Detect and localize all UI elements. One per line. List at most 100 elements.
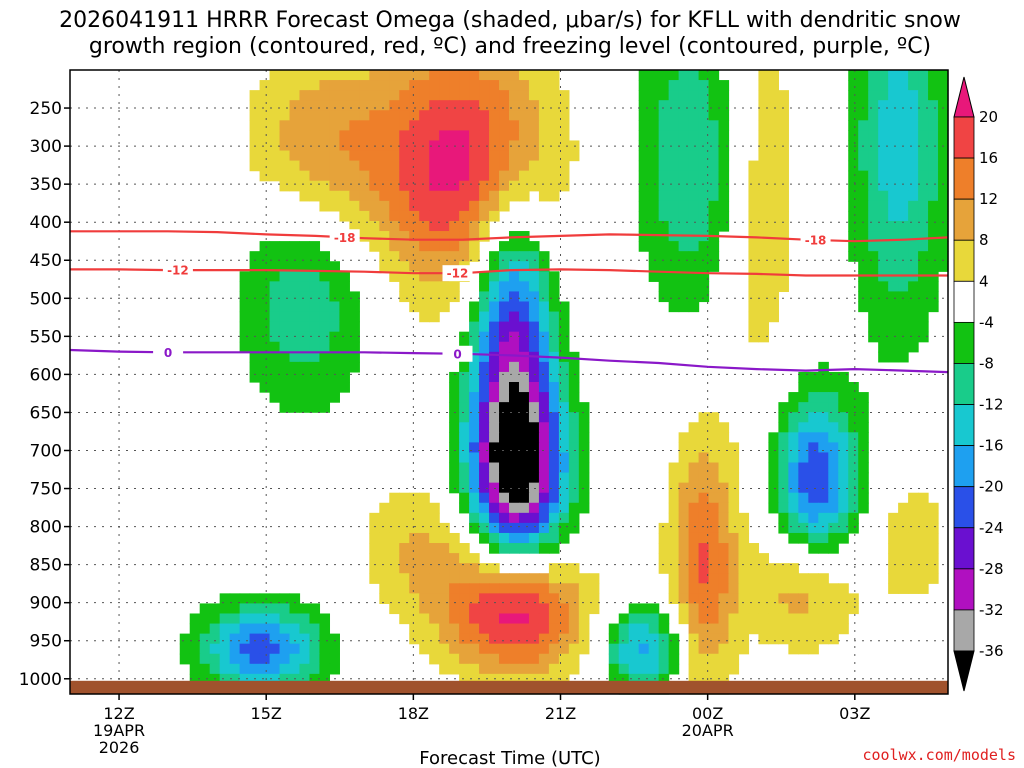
omega-cell (359, 130, 370, 142)
omega-cell (548, 673, 560, 685)
plot-area: -18 -18-12 -120 0 (69, 69, 949, 695)
omega-cell (788, 563, 799, 574)
omega-cell (688, 492, 700, 504)
omega-cell (758, 613, 770, 625)
omega-cell (319, 341, 331, 353)
colorbar-label: -20 (979, 478, 1004, 496)
omega-cell (918, 140, 929, 152)
x-tick-label: 15Z (251, 704, 282, 723)
omega-cell (738, 553, 750, 564)
omega-cell (279, 281, 291, 293)
omega-cell (429, 643, 440, 655)
omega-cell (259, 593, 271, 605)
omega-cell (528, 371, 540, 383)
omega-cell (708, 603, 720, 615)
omega-cell (409, 160, 420, 172)
omega-cell (548, 271, 560, 282)
omega-cell (299, 251, 311, 262)
omega-cell (908, 190, 919, 202)
omega-cell (838, 472, 849, 484)
omega-cell (369, 532, 380, 544)
omega-cell (668, 100, 680, 111)
omega-cell (499, 140, 510, 152)
omega-cell (858, 160, 869, 172)
omega-cell (479, 663, 490, 675)
omega-cell (698, 502, 710, 514)
omega-cell (289, 321, 301, 333)
omega-cell (419, 90, 430, 101)
omega-cell (558, 583, 570, 594)
omega-cell (888, 80, 899, 91)
omega-cell (908, 341, 919, 353)
omega-cell (718, 160, 730, 172)
omega-cell (469, 100, 480, 111)
omega-cell (489, 120, 500, 131)
omega-cell (628, 613, 640, 625)
omega-cell (558, 361, 570, 373)
omega-cell (658, 70, 670, 81)
omega-cell (199, 653, 211, 665)
omega-cell (758, 220, 770, 232)
omega-cell (788, 613, 799, 625)
omega-cell (469, 643, 480, 655)
omega-cell (249, 633, 261, 645)
omega-cell (389, 251, 400, 262)
omega-cell (918, 210, 929, 222)
omega-cell (329, 281, 340, 293)
omega-cell (798, 633, 809, 645)
omega-cell (638, 160, 650, 172)
omega-cell (918, 261, 929, 272)
omega-cell (309, 341, 321, 353)
omega-cell (449, 90, 460, 101)
omega-cell (489, 593, 500, 605)
omega-cell (688, 623, 700, 635)
omega-cell (538, 100, 550, 111)
omega-cell (848, 452, 859, 464)
omega-cell (518, 543, 530, 554)
omega-cell (698, 261, 710, 272)
omega-cell (698, 593, 710, 605)
omega-cell (329, 643, 340, 655)
omega-cell (319, 663, 331, 675)
omega-cell (499, 301, 510, 313)
omega-cell (678, 261, 690, 272)
omega-cell (299, 271, 311, 282)
omega-cell (379, 251, 390, 262)
omega-cell (568, 573, 580, 584)
omega-cell (259, 80, 271, 91)
omega-cell (439, 160, 450, 172)
omega-cell (558, 422, 570, 433)
omega-cell (349, 351, 360, 363)
omega-cell (898, 563, 909, 574)
omega-cell (279, 170, 291, 182)
omega-cell (319, 331, 331, 343)
omega-cell (608, 623, 620, 635)
omega-cell (509, 442, 520, 454)
omega-cell (908, 130, 919, 142)
omega-cell (179, 633, 191, 645)
omega-cell (429, 633, 440, 645)
omega-cell (908, 543, 919, 554)
omega-cell (469, 190, 480, 202)
omega-cell (299, 261, 311, 272)
omega-cell (409, 100, 420, 111)
omega-cell (309, 110, 321, 121)
omega-cell (439, 241, 450, 252)
omega-cell (818, 543, 829, 554)
omega-cell (838, 422, 849, 433)
omega-cell (299, 392, 311, 403)
omega-cell (678, 251, 690, 262)
omega-cell (269, 261, 281, 272)
omega-cell (299, 90, 311, 101)
omega-cell (938, 160, 949, 172)
omega-cell (538, 502, 550, 514)
omega-cell (838, 502, 849, 514)
omega-cell (678, 110, 690, 121)
omega-cell (918, 231, 929, 242)
omega-cell (279, 80, 291, 91)
omega-cell (668, 140, 680, 152)
omega-cell (409, 301, 420, 313)
omega-cell (479, 371, 490, 383)
omega-cell (479, 170, 490, 182)
